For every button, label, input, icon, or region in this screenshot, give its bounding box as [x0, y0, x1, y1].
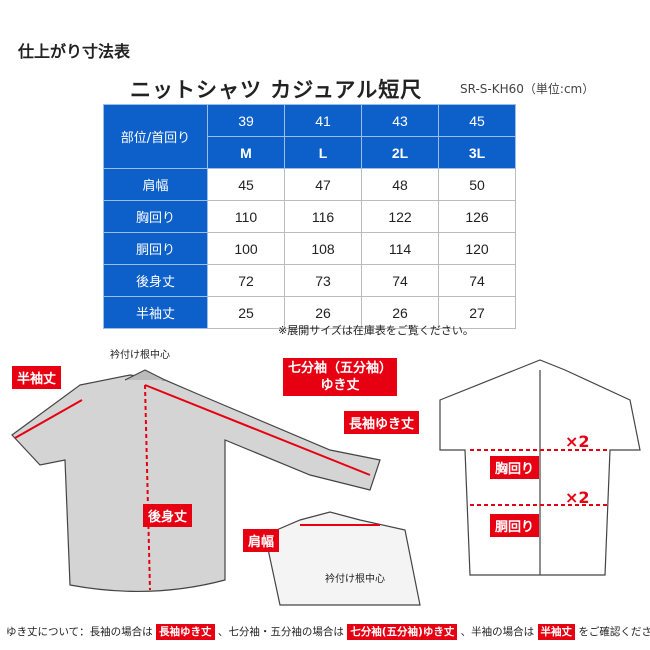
footer-badge: 七分袖(五分袖)ゆき丈 [347, 624, 458, 640]
back-shirt-drawing [11, 369, 381, 592]
cell-value: 74 [438, 264, 516, 297]
size-header: M [207, 136, 285, 169]
neck-header: 41 [284, 104, 362, 137]
cell-value: 26 [361, 296, 439, 329]
label-three-quarter-sleeve: 七分袖（五分袖） ゆき丈 [283, 358, 398, 396]
cell-value: 120 [438, 232, 516, 265]
footer-text: ゆき丈について：長袖の場合は [6, 626, 153, 638]
corner-header: 部位/首回り [103, 104, 208, 169]
cell-value: 26 [284, 296, 362, 329]
row-label: 半袖丈 [103, 296, 208, 329]
label-x2: ×2 [565, 488, 590, 507]
cell-value: 27 [438, 296, 516, 329]
label-chest: 胸回り [490, 456, 540, 479]
footer-text: をご確認ください。 [578, 626, 650, 638]
footer-note: ゆき丈について：長袖の場合は 長袖ゆき丈 、七分袖・五分袖の場合は 七分袖(五分… [6, 624, 650, 640]
footer-text: 、七分袖・五分袖の場合は [217, 626, 344, 638]
cell-value: 50 [438, 168, 516, 201]
row-label: 胸回り [103, 200, 208, 233]
label-long-sleeve: 長袖ゆき丈 [344, 411, 420, 434]
product-name: ニットシャツ カジュアル短尺 [130, 78, 423, 102]
row-label: 胴回り [103, 232, 208, 265]
table-row: 後身丈 72 73 74 74 [103, 264, 516, 297]
measure-lines [14, 384, 608, 591]
footer-text: 、半袖の場合は [460, 626, 535, 638]
size-header: 3L [438, 136, 516, 169]
cell-value: 73 [284, 264, 362, 297]
row-label: 後身丈 [103, 264, 208, 297]
cell-value: 116 [284, 200, 362, 233]
footer-badge: 半袖丈 [537, 624, 576, 640]
label-shoulder: 肩幅 [243, 529, 280, 552]
label-line: 七分袖（五分袖） [288, 361, 393, 376]
size-header: L [284, 136, 362, 169]
size-table: 部位/首回り 39 41 43 45 M L 2L 3L 肩幅 45 47 48 50 胸… [103, 104, 516, 329]
cell-value: 110 [207, 200, 285, 233]
cell-value: 122 [361, 200, 439, 233]
cell-value: 48 [361, 168, 439, 201]
label-x2: ×2 [565, 432, 590, 451]
footer-badge: 長袖ゆき丈 [156, 624, 215, 640]
cell-value: 74 [361, 264, 439, 297]
shoulder-drawing [264, 511, 421, 606]
cell-value: 45 [207, 168, 285, 201]
cell-value: 25 [207, 296, 285, 329]
table-row: 半袖丈 25 26 26 27 [103, 296, 516, 329]
neck-header: 45 [438, 104, 516, 137]
note: ※展開サイズは在庫表をご覧ください。 [278, 324, 474, 337]
page-title: 仕上がり寸法表 [18, 42, 131, 61]
neck-header: 43 [361, 104, 439, 137]
cell-value: 100 [207, 232, 285, 265]
label-half-sleeve: 半袖丈 [12, 366, 62, 389]
row-label: 肩幅 [103, 168, 208, 201]
label-waist: 胴回り [490, 514, 540, 537]
label-line: ゆき丈 [320, 378, 360, 393]
cell-value: 47 [284, 168, 362, 201]
label-back-length: 後身丈 [143, 504, 193, 527]
table-row: 肩幅 45 47 48 50 [103, 168, 516, 201]
front-shirt-drawing [439, 359, 641, 576]
table-row: 胴回り 100 108 114 120 [103, 232, 516, 265]
neck-header: 39 [207, 104, 285, 137]
product-code: SR-S-KH60（単位:cm） [460, 82, 595, 96]
cell-value: 72 [207, 264, 285, 297]
cell-value: 108 [284, 232, 362, 265]
label-collar-center-2: 衿付け根中心 [325, 574, 385, 585]
table-row: 胸回り 110 116 122 126 [103, 200, 516, 233]
size-header: 2L [361, 136, 439, 169]
label-collar-center: 衿付け根中心 [110, 350, 170, 361]
cell-value: 126 [438, 200, 516, 233]
cell-value: 114 [361, 232, 439, 265]
